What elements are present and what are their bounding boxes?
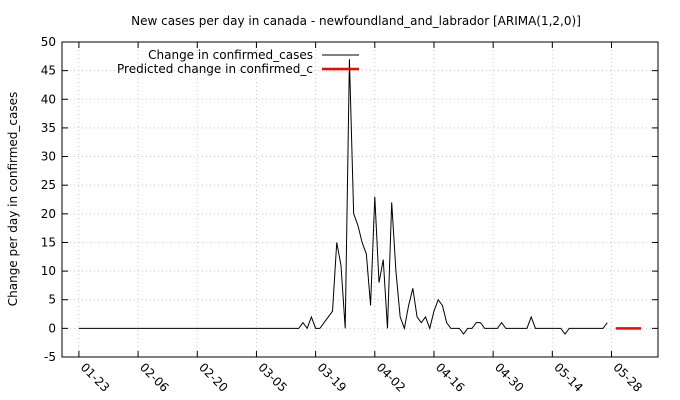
y-tick-label: 20 [41, 207, 56, 221]
x-tick-label: 03-05 [255, 360, 290, 395]
x-tick-label: 04-02 [374, 360, 409, 395]
legend-label: Change in confirmed_cases [148, 48, 313, 62]
y-tick-label: 10 [41, 264, 56, 278]
x-tick-label: 05-28 [610, 360, 645, 395]
plot-frame [61, 41, 659, 358]
y-tick-label: 35 [41, 121, 56, 135]
x-tick-label: 03-19 [314, 360, 349, 395]
x-tick-label: 01-23 [78, 360, 113, 395]
x-tick-label: 02-06 [137, 360, 172, 395]
y-tick-label: 5 [48, 293, 56, 307]
series-line-actual [78, 59, 608, 335]
y-tick-label: -5 [44, 350, 56, 364]
x-tick-label: 04-30 [492, 360, 527, 395]
y-axis-label: Change per day in confirmed_cases [6, 92, 20, 307]
y-tick-label: 0 [48, 321, 56, 335]
x-tick-label: 05-14 [551, 360, 586, 395]
x-tick-label: 04-16 [433, 360, 468, 395]
legend-label: Predicted change in confirmed_c [117, 62, 313, 76]
grid [62, 41, 658, 358]
series-lines [78, 59, 642, 335]
y-tick-label: 50 [41, 35, 56, 49]
y-tick-label: 15 [41, 235, 56, 249]
chart-title: New cases per day in canada - newfoundla… [131, 14, 581, 28]
x-tick-label: 02-20 [196, 360, 231, 395]
y-tick-label: 25 [41, 178, 56, 192]
y-tick-label: 45 [41, 64, 56, 78]
y-tick-label: 30 [41, 150, 56, 164]
y-tick-label: 40 [41, 92, 56, 106]
